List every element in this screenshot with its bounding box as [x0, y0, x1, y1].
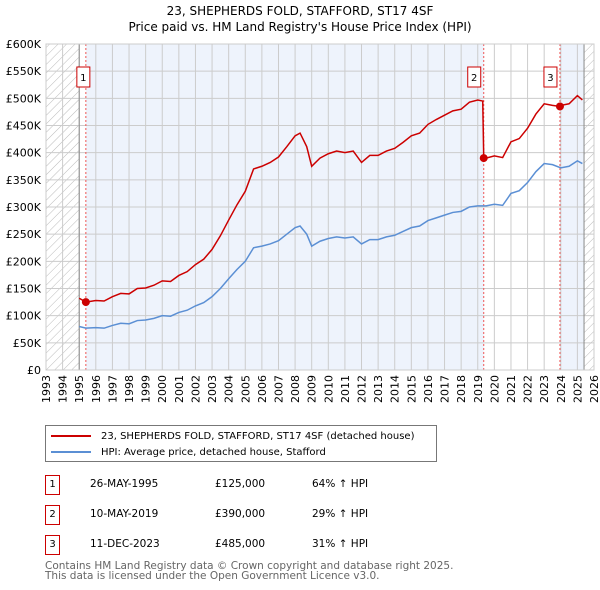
x-tick-label: 2015	[405, 375, 418, 403]
y-tick-label: £350K	[6, 174, 42, 187]
x-tick-label: 2012	[356, 375, 369, 403]
x-tick-label: 2024	[555, 375, 568, 403]
sale-price: £125,000	[215, 478, 266, 490]
price-chart: £0 £50K £100K £150K £200K £250K £300K £350K £400…	[6, 38, 600, 403]
x-tick-label: 2017	[439, 375, 452, 403]
sale-price: £485,000	[215, 538, 266, 550]
y-tick-label: £300K	[6, 201, 42, 214]
footer: Contains HM Land Registry data © Crown c…	[45, 560, 454, 582]
x-tick-label: 2003	[206, 375, 219, 403]
sale-label-box	[76, 66, 91, 88]
legend-item-hpi: HPI: Average price, detached house, Staf…	[51, 445, 326, 459]
sale-price: £390,000	[215, 508, 266, 520]
y-tick-label: £250K	[6, 228, 42, 241]
sale-hpi-diff: 64% ↑ HPI	[312, 478, 369, 490]
x-tick-label: 2014	[389, 375, 402, 403]
x-tick-label: 2011	[339, 375, 352, 403]
legend-item-property: 23, SHEPHERDS FOLD, STAFFORD, ST17 4SF (…	[51, 429, 415, 443]
x-tick-label: 1994	[57, 375, 70, 403]
y-tick-label: £550K	[6, 65, 42, 78]
y-tick-label: £50K	[13, 337, 42, 350]
sale-hpi-diff: 31% ↑ HPI	[312, 538, 369, 550]
y-tick-label: £100K	[6, 310, 42, 323]
legend-swatch-red	[51, 435, 91, 437]
y-tick-label: £0	[27, 364, 41, 377]
x-tick-label: 2019	[472, 375, 485, 403]
x-tick-label: 2004	[223, 375, 236, 403]
table-row: 2 10-MAY-2019 £390,000 29% ↑ HPI	[45, 505, 465, 525]
x-tick-label: 1995	[73, 375, 86, 403]
x-tick-label: 2026	[588, 375, 600, 403]
footer-copyright: Contains HM Land Registry data © Crown c…	[45, 560, 454, 572]
x-tick-label: 1997	[106, 375, 119, 403]
sale-point	[479, 154, 488, 163]
y-tick-label: £400K	[6, 147, 42, 160]
plot-border	[45, 43, 595, 371]
sale-label: 1	[80, 73, 86, 84]
sale-date: 26-MAY-1995	[90, 478, 159, 490]
x-tick-label: 1998	[123, 375, 136, 403]
legend-label: 23, SHEPHERDS FOLD, STAFFORD, ST17 4SF (…	[101, 430, 415, 442]
legend-swatch-blue	[51, 451, 91, 453]
x-tick-label: 2022	[522, 375, 535, 403]
table-row: 1 26-MAY-1995 £125,000 64% ↑ HPI	[45, 475, 465, 495]
x-tick-label: 2010	[322, 375, 335, 403]
chart-title: 23, SHEPHERDS FOLD, STAFFORD, ST17 4SF	[166, 4, 434, 18]
x-tick-label: 2007	[272, 375, 285, 403]
x-tick-label: 2001	[173, 375, 186, 403]
sale-label-box	[467, 66, 482, 88]
x-tick-label: 2009	[306, 375, 319, 403]
x-tick-label: 2005	[239, 375, 252, 403]
sale-label: 3	[547, 73, 553, 84]
y-tick-label: £200K	[6, 255, 42, 268]
x-tick-label: 2020	[488, 375, 501, 403]
x-tick-label: 2002	[189, 375, 202, 403]
x-tick-label: 2025	[571, 375, 584, 403]
y-tick-label: £450K	[6, 120, 42, 133]
legend-label: HPI: Average price, detached house, Staf…	[101, 446, 326, 458]
x-tick-label: 2023	[538, 375, 551, 403]
x-tick-label: 2008	[289, 375, 302, 403]
x-tick-label: 2016	[422, 375, 435, 403]
footer-licence: This data is licensed under the Open Gov…	[45, 570, 380, 582]
sale-number-badge: 3	[45, 535, 60, 555]
sale-label: 2	[471, 73, 477, 84]
legend: 23, SHEPHERDS FOLD, STAFFORD, ST17 4SF (…	[45, 425, 437, 462]
sale-point	[555, 102, 564, 111]
table-row: 3 11-DEC-2023 £485,000 31% ↑ HPI	[45, 535, 465, 555]
hpi-series-line	[79, 159, 583, 329]
y-tick-label: £600K	[6, 38, 42, 51]
sale-label-box	[543, 66, 558, 88]
x-tick-label: 1993	[40, 375, 53, 403]
chart-subtitle: Price paid vs. HM Land Registry's House …	[128, 20, 472, 34]
y-tick-label: £150K	[6, 283, 42, 296]
x-tick-label: 2006	[256, 375, 269, 403]
x-tick-label: 1996	[90, 375, 103, 403]
property-series-line	[78, 94, 583, 303]
sale-number-badge: 2	[45, 505, 60, 525]
sale-date: 11-DEC-2023	[90, 538, 160, 550]
x-tick-label: 2021	[505, 375, 518, 403]
sale-number-badge: 1	[45, 475, 60, 495]
x-tick-label: 2018	[455, 375, 468, 403]
x-tick-label: 2000	[156, 375, 169, 403]
sale-hpi-diff: 29% ↑ HPI	[312, 508, 369, 520]
x-tick-label: 2013	[372, 375, 385, 403]
sale-point	[81, 298, 90, 307]
sale-date: 10-MAY-2019	[90, 508, 159, 520]
y-tick-label: £500K	[6, 92, 42, 105]
x-tick-label: 1999	[140, 375, 153, 403]
